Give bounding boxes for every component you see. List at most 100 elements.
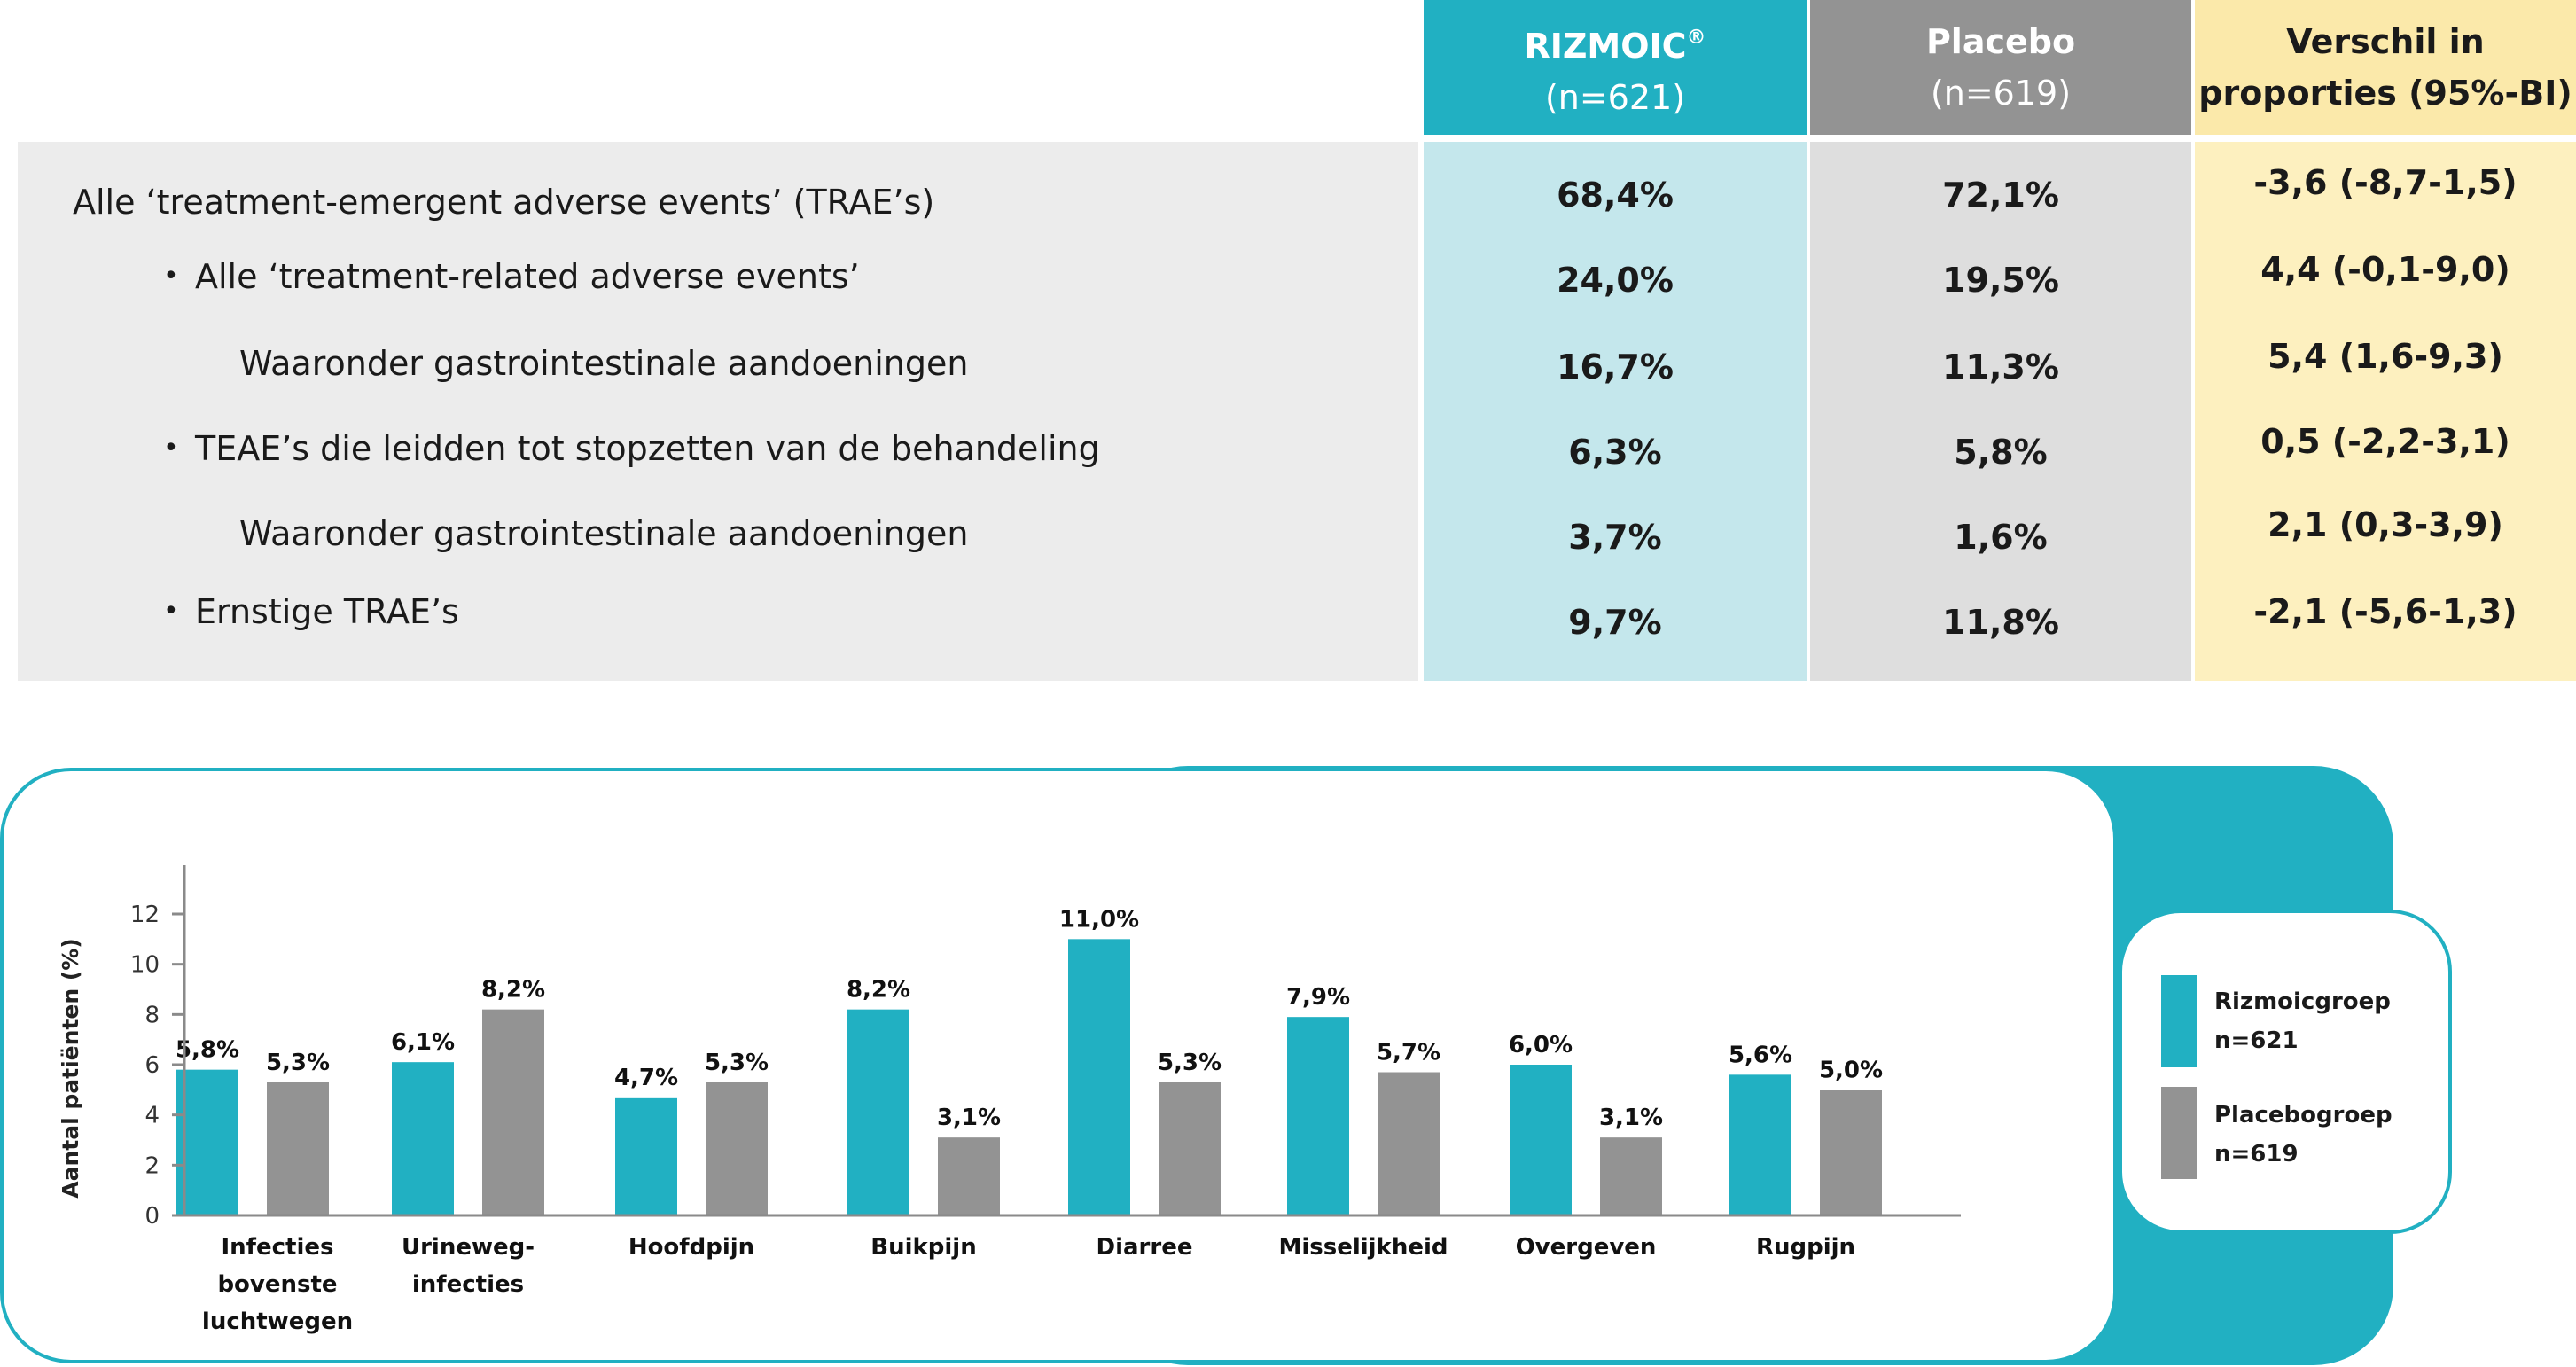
row-treatment-related-rizmoic: 24,0%	[1557, 261, 1674, 300]
legend-item-rizmoic: Rizmoicgroep n=621	[2214, 982, 2391, 1060]
row-label-treatment-related: • Alle ‘treatment-related adverse events…	[163, 257, 860, 296]
bar-value-label: 8,2%	[481, 977, 545, 1004]
placebo-header-n: (n=619)	[1930, 74, 2072, 113]
y-tick-label: 2	[144, 1152, 160, 1179]
row-label-serious-trae: • Ernstige TRAE’s	[163, 592, 459, 631]
rizmoic-column-header: RIZMOIC® (n=621)	[1424, 0, 1807, 135]
row-treatment-related-placebo: 19,5%	[1942, 261, 2059, 300]
bar	[1600, 1137, 1662, 1215]
bar	[847, 1009, 909, 1215]
row-discontinuation-rizmoic: 6,3%	[1568, 433, 1662, 472]
bar	[267, 1082, 329, 1215]
rizmoic-header-title: RIZMOIC	[1524, 26, 1687, 66]
bar	[1378, 1072, 1440, 1215]
row-serious-trae-rizmoic: 9,7%	[1568, 603, 1662, 642]
row-gi-discontinuation-rizmoic: 3,7%	[1568, 518, 1662, 557]
y-tick-label: 10	[130, 952, 160, 979]
row-label-text: Ernstige TRAE’s	[195, 592, 459, 631]
row-gi-related-difference: 5,4 (1,6-9,3)	[2268, 337, 2503, 376]
bar-value-label: 5,7%	[1377, 1040, 1440, 1066]
row-serious-trae-placebo: 11,8%	[1942, 603, 2059, 642]
x-category-label: luchtwegen	[202, 1308, 353, 1335]
row-label-discontinuation: • TEAE’s die leidden tot stopzetten van …	[163, 429, 1100, 468]
bar	[482, 1009, 544, 1215]
bar	[1510, 1065, 1572, 1215]
bar-value-label: 4,7%	[614, 1065, 678, 1091]
bar	[938, 1137, 1000, 1215]
row-all-teae-rizmoic: 68,4%	[1557, 176, 1674, 215]
bar-value-label: 5,3%	[1158, 1050, 1222, 1076]
label-column-background	[18, 142, 1418, 681]
bullet-marker: •	[163, 261, 179, 292]
x-category-label: Misselijkheid	[1278, 1234, 1448, 1261]
bullet-marker: •	[163, 596, 179, 627]
y-tick-label: 8	[144, 1002, 160, 1028]
bar	[1820, 1090, 1882, 1215]
y-tick-label: 0	[144, 1203, 160, 1230]
legend-swatch-placebo	[2161, 1087, 2197, 1179]
row-all-teae-placebo: 72,1%	[1942, 176, 2059, 215]
placebo-column-background	[1810, 142, 2191, 681]
legend-n-rizmoic: n=621	[2214, 1027, 2299, 1054]
bar-value-label: 6,1%	[391, 1029, 455, 1056]
x-category-label: Infecties	[222, 1234, 334, 1261]
row-discontinuation-difference: 0,5 (-2,2-3,1)	[2260, 422, 2510, 461]
bar-value-label: 5,6%	[1729, 1042, 1792, 1068]
row-treatment-related-difference: 4,4 (-0,1-9,0)	[2260, 250, 2510, 289]
y-tick-label: 4	[144, 1103, 160, 1129]
x-category-label: bovenste	[217, 1271, 337, 1298]
difference-header-line1: Verschil in	[2286, 22, 2485, 61]
y-tick-label: 12	[130, 902, 160, 928]
bullet-marker: •	[163, 433, 179, 464]
bar-value-label: 5,0%	[1819, 1057, 1883, 1083]
difference-column-header: Verschil in proporties (95%-BI)	[2195, 0, 2576, 135]
bar-value-label: 5,3%	[266, 1050, 330, 1076]
y-tick-label: 6	[144, 1052, 160, 1079]
rizmoic-header-n: (n=621)	[1544, 77, 1686, 117]
difference-column-background	[2195, 142, 2576, 681]
x-category-label: Rugpijn	[1756, 1234, 1855, 1261]
placebo-header-title: Placebo	[1925, 22, 2076, 61]
bar-value-label: 3,1%	[937, 1105, 1001, 1131]
row-serious-trae-difference: -2,1 (-5,6-1,3)	[2253, 592, 2517, 631]
bar-value-label: 5,8%	[176, 1037, 239, 1064]
x-category-label: Urineweg-	[402, 1234, 535, 1261]
row-label-text: TEAE’s die leidden tot stopzetten van de…	[195, 429, 1100, 468]
row-gi-related-placebo: 11,3%	[1942, 348, 2059, 387]
bar	[706, 1082, 768, 1215]
legend-swatch-rizmoic	[2161, 975, 2197, 1067]
chart-panel	[0, 768, 2117, 1363]
bar-value-label: 11,0%	[1059, 906, 1139, 933]
bar-value-label: 6,0%	[1509, 1032, 1573, 1058]
x-category-label: Buikpijn	[870, 1234, 976, 1261]
row-gi-discontinuation-placebo: 1,6%	[1954, 518, 2048, 557]
x-category-label: Diarree	[1097, 1234, 1193, 1261]
bar-chart: 5,8% 5,3% Infecties bovenste luchtwegen 6,1% 8…	[58, 865, 1961, 1335]
row-gi-related-rizmoic: 16,7%	[1557, 348, 1674, 387]
row-gi-discontinuation-difference: 2,1 (0,3-3,9)	[2268, 505, 2503, 544]
bar	[1287, 1017, 1349, 1215]
placebo-column-header: Placebo (n=619)	[1810, 0, 2191, 135]
row-label-text: Alle ‘treatment-related adverse events’	[195, 257, 860, 296]
bar	[615, 1097, 677, 1215]
bar	[176, 1069, 238, 1215]
chart-legend: Rizmoicgroep n=621 Placebogroep n=619	[2119, 910, 2452, 1234]
y-axis-title: Aantal patiënten (%)	[58, 938, 83, 1198]
bar	[392, 1062, 454, 1215]
rizmoic-column-background	[1424, 142, 1807, 681]
x-category-label: Overgeven	[1516, 1234, 1657, 1261]
x-category-label: Hoofdpijn	[628, 1234, 754, 1261]
row-all-teae-difference: -3,6 (-8,7-1,5)	[2253, 163, 2517, 202]
row-label-gi-related: Waaronder gastrointestinale aandoeningen	[239, 344, 969, 383]
bar	[1729, 1074, 1791, 1215]
bar	[1159, 1082, 1221, 1215]
legend-n-placebo: n=619	[2214, 1141, 2299, 1168]
bar	[1068, 939, 1130, 1215]
legend-label-placebo: Placebogroep	[2214, 1102, 2393, 1129]
bar-value-label: 7,9%	[1286, 984, 1350, 1011]
legend-item-placebo: Placebogroep n=619	[2214, 1096, 2393, 1174]
registered-mark: ®	[1686, 26, 1706, 49]
legend-label-rizmoic: Rizmoicgroep	[2214, 988, 2391, 1015]
bar-value-label: 5,3%	[705, 1050, 769, 1076]
row-label-all-teae: Alle ‘treatment-emergent adverse events’…	[73, 183, 935, 222]
